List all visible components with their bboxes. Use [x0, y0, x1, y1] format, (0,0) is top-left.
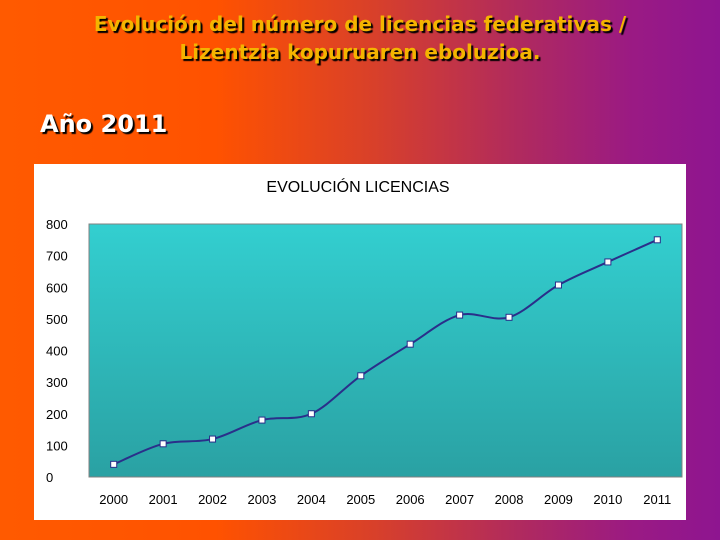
y-tick-label: 200 — [46, 407, 68, 422]
data-point — [456, 311, 464, 319]
y-tick-label: 300 — [46, 375, 68, 390]
y-tick-label: 500 — [46, 312, 68, 327]
x-tick-label: 2010 — [593, 492, 622, 507]
plot-area — [88, 223, 683, 478]
x-tick-label: 2000 — [99, 492, 128, 507]
data-point — [307, 410, 315, 418]
data-point — [554, 281, 562, 289]
data-point — [357, 372, 365, 380]
data-point — [653, 236, 661, 244]
x-tick-label: 2011 — [643, 492, 671, 507]
x-tick-label: 2007 — [445, 492, 474, 507]
x-tick-label: 2001 — [149, 492, 178, 507]
data-point — [505, 313, 513, 321]
data-point — [209, 435, 217, 443]
y-tick-label: 600 — [46, 280, 68, 295]
y-tick-label: 0 — [46, 470, 53, 485]
x-tick-label: 2006 — [396, 492, 425, 507]
data-point — [258, 416, 266, 424]
data-point — [406, 340, 414, 348]
y-tick-label: 700 — [46, 249, 68, 264]
data-point — [159, 440, 167, 448]
series-line — [113, 238, 658, 466]
y-tick-label: 100 — [46, 438, 68, 453]
y-tick-label: 400 — [46, 344, 68, 359]
slide-title-line-1: Evolución del número de licencias federa… — [93, 12, 627, 36]
x-tick-label: 2004 — [297, 492, 326, 507]
chart-title: EVOLUCIÓN LICENCIAS — [266, 177, 449, 196]
chart-frame: EVOLUCIÓN LICENCIAS 0 100 200 300 400 500 600 7… — [34, 164, 686, 520]
x-tick-label: 2008 — [495, 492, 524, 507]
x-tick-label: 2005 — [346, 492, 375, 507]
x-tick-label: 2009 — [544, 492, 573, 507]
data-point — [604, 258, 612, 266]
x-tick-label: 2003 — [247, 492, 276, 507]
year-label: Año 2011 — [40, 110, 168, 138]
data-point — [110, 460, 118, 468]
slide-title-line-2: Lizentzia kopuruaren eboluzioa. — [179, 40, 541, 64]
y-tick-label: 800 — [46, 217, 68, 232]
slide-title: Evolución del número de licencias federa… — [0, 10, 720, 66]
x-tick-label: 2002 — [198, 492, 227, 507]
line-chart: EVOLUCIÓN LICENCIAS 0 100 200 300 400 500 600 7… — [46, 177, 683, 507]
